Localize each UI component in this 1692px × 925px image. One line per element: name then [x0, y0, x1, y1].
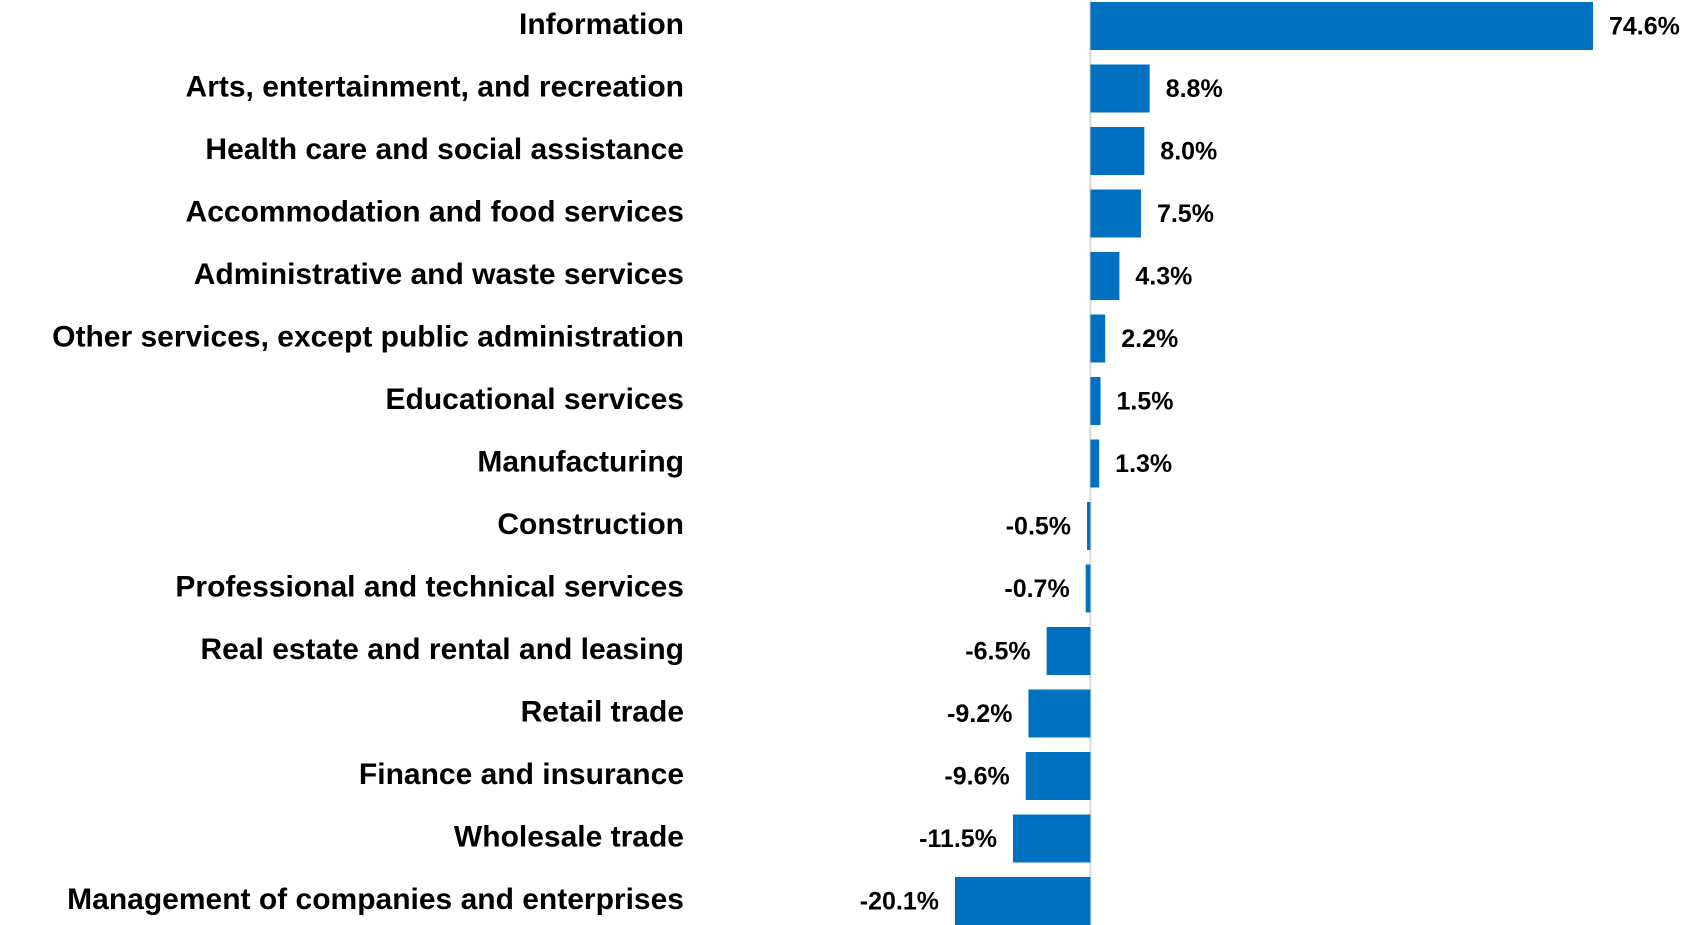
value-label: 8.8%: [1166, 75, 1223, 103]
value-label: -0.7%: [1004, 575, 1069, 603]
category-label: Construction: [497, 508, 684, 541]
category-label: Finance and insurance: [359, 758, 684, 791]
value-label: 1.3%: [1115, 450, 1172, 478]
value-label: 4.3%: [1135, 263, 1192, 291]
bar: [1090, 314, 1106, 363]
category-label: Professional and technical services: [175, 570, 684, 603]
bar: [1090, 377, 1101, 425]
bar: [1090, 64, 1150, 113]
value-label: -9.2%: [947, 700, 1012, 728]
bar: [1090, 439, 1100, 488]
bar: [1087, 502, 1091, 550]
category-label: Real estate and rental and leasing: [200, 633, 684, 666]
value-label: -9.6%: [944, 763, 1009, 791]
category-label: Manufacturing: [477, 445, 684, 478]
category-label: Wholesale trade: [454, 820, 684, 853]
bar: [1028, 689, 1091, 738]
bar: [1090, 2, 1593, 50]
value-label: -20.1%: [860, 888, 939, 916]
bar: [955, 877, 1091, 925]
category-label: Information: [519, 8, 684, 41]
category-label: Arts, entertainment, and recreation: [186, 70, 684, 103]
bar: [1085, 564, 1091, 613]
value-label: 7.5%: [1157, 200, 1214, 228]
value-label: -11.5%: [919, 825, 997, 853]
bar: [1090, 127, 1145, 175]
value-label: -0.5%: [1006, 513, 1071, 541]
bar: [1012, 814, 1091, 863]
category-label: Educational services: [386, 383, 684, 416]
category-label: Health care and social assistance: [205, 133, 684, 166]
value-label: 1.5%: [1117, 388, 1174, 416]
value-label: 8.0%: [1160, 138, 1217, 166]
value-label: -6.5%: [965, 638, 1030, 666]
value-label: 2.2%: [1121, 325, 1178, 353]
category-label: Management of companies and enterprises: [67, 883, 684, 916]
category-label: Accommodation and food services: [186, 195, 684, 228]
bar: [1090, 252, 1120, 300]
category-label: Administrative and waste services: [194, 258, 684, 291]
value-label: 74.6%: [1609, 13, 1680, 41]
category-label: Other services, except public administra…: [52, 320, 684, 353]
category-label: Retail trade: [521, 695, 684, 728]
bar: [1025, 752, 1091, 800]
bar: [1046, 627, 1091, 675]
bar: [1090, 189, 1141, 238]
